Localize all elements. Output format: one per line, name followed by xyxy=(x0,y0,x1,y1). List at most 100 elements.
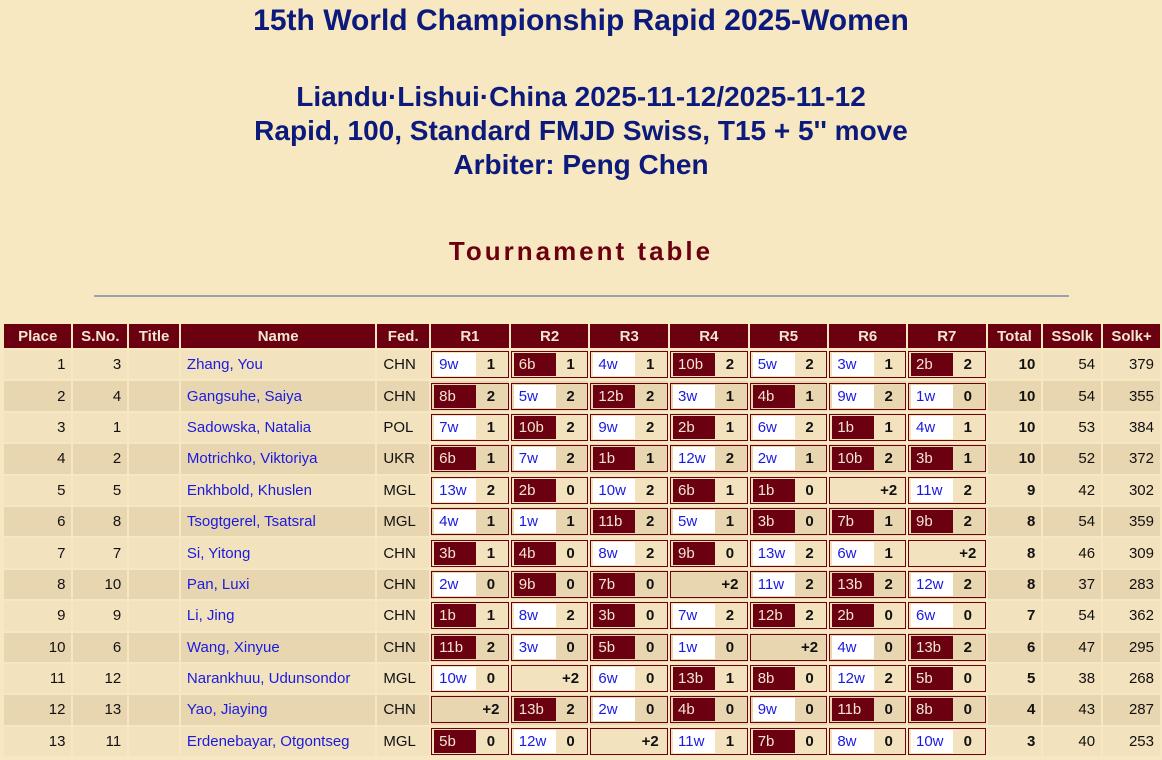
table-row: 2 4 Gangsuhe, Saiya CHN 8b 2 5w 2 12b 2 3w 1 4b 1 9w 2 1… xyxy=(4,381,1160,411)
opponent-color: 10w xyxy=(593,478,636,502)
player-link[interactable]: Si, Yitong xyxy=(186,544,251,562)
round-cell: 3b 0 xyxy=(590,601,669,631)
round-result: 6b 1 xyxy=(510,351,589,379)
opponent-color: 9w xyxy=(434,353,477,377)
opponent-color: 2w xyxy=(434,572,477,596)
divider xyxy=(94,295,1069,297)
player-link[interactable]: Gangsuhe, Saiya xyxy=(186,387,302,405)
name-cell: Si, Yitong xyxy=(180,538,376,568)
round-points: 1 xyxy=(805,450,814,468)
round-cell: 7w 1 xyxy=(431,412,509,443)
start-number-cell: 4 xyxy=(73,381,128,411)
round-result: 7b 1 xyxy=(829,508,906,536)
round-cell: 1w 0 xyxy=(670,632,748,662)
round-result: 6w 0 xyxy=(590,665,669,693)
round-result: 11w 1 xyxy=(670,727,748,755)
player-link[interactable]: Li, Jing xyxy=(186,607,235,625)
round-cell: 3w 0 xyxy=(510,632,589,662)
round-cell: 4w 1 xyxy=(908,412,986,443)
name-cell: Tsogtgerel, Tsatsral xyxy=(180,506,376,537)
opponent-color: 9w xyxy=(832,384,875,408)
round-points: 0 xyxy=(646,670,655,688)
federation-cell: MGL xyxy=(377,726,430,757)
opponent-color: 9b xyxy=(911,510,953,534)
round-cell: 9b 2 xyxy=(908,506,986,537)
round-result: 4b 0 xyxy=(510,539,589,567)
round-result: 2w 1 xyxy=(749,445,828,473)
start-number-cell: 3 xyxy=(73,350,128,380)
round-cell: 5w 2 xyxy=(749,350,828,380)
title-cell xyxy=(129,444,179,474)
place-cell: 6 xyxy=(4,506,72,537)
opponent-color xyxy=(673,573,715,596)
round-points: +2 xyxy=(800,638,819,656)
player-link[interactable]: Zhang, You xyxy=(186,356,263,374)
start-number-cell: 1 xyxy=(73,412,128,443)
round-result: 5w 1 xyxy=(670,508,748,536)
place-cell: 3 xyxy=(4,412,72,443)
round-result: 4b 1 xyxy=(749,382,828,410)
round-cell: 13b 2 xyxy=(829,569,906,600)
round-cell: 1b 1 xyxy=(829,412,906,443)
total-cell: 9 xyxy=(987,475,1042,505)
title-cell xyxy=(129,569,179,600)
opponent-color: 7w xyxy=(434,415,477,439)
player-link[interactable]: Wang, Xinyue xyxy=(186,638,280,656)
opponent-color: 6b xyxy=(513,353,556,377)
round-cell: 4b 0 xyxy=(510,538,589,568)
opponent-color: 4w xyxy=(832,635,875,659)
opponent-color: 12b xyxy=(593,384,636,408)
round-result: 2w 0 xyxy=(431,570,509,598)
opponent-color: 3b xyxy=(593,604,636,628)
player-link[interactable]: Enkhbold, Khuslen xyxy=(186,481,312,499)
player-link[interactable]: Narankhuu, Udunsondor xyxy=(186,670,351,688)
opponent-color: 6w xyxy=(832,541,875,565)
round-result: 6w 2 xyxy=(749,413,828,441)
ssolk-cell: 54 xyxy=(1043,350,1102,380)
round-result: +2 xyxy=(670,570,748,598)
opponent-color: 4b xyxy=(673,698,716,722)
opponent-color: 8b xyxy=(434,384,477,408)
round-cell: 3w 1 xyxy=(670,381,748,411)
round-cell: 6b 1 xyxy=(431,444,509,474)
round-cell: 3b 0 xyxy=(749,506,828,537)
column-header: Solk+ xyxy=(1103,324,1160,348)
round-cell: 10b 2 xyxy=(670,350,748,380)
name-cell: Sadowska, Natalia xyxy=(180,412,376,443)
opponent-color: 13b xyxy=(832,572,875,596)
round-cell: 4b 1 xyxy=(749,381,828,411)
player-link[interactable]: Motrichko, Viktoriya xyxy=(186,450,318,468)
round-cell: 10b 2 xyxy=(829,444,906,474)
player-link[interactable]: Yao, Jiaying xyxy=(186,701,268,719)
round-result: 5b 0 xyxy=(908,665,986,693)
round-result: 4w 1 xyxy=(431,508,509,536)
round-cell: 7b 0 xyxy=(590,569,669,600)
round-result: 10w 0 xyxy=(431,665,509,693)
ssolk-cell: 43 xyxy=(1043,695,1102,725)
player-link[interactable]: Tsogtgerel, Tsatsral xyxy=(186,513,316,531)
round-points: 0 xyxy=(805,701,814,719)
round-result: +2 xyxy=(749,633,828,661)
round-result: 8b 2 xyxy=(431,382,509,410)
round-points: 2 xyxy=(646,387,655,405)
opponent-color: 12w xyxy=(911,572,953,596)
tournament-format: Rapid, 100, Standard FMJD Swiss, T15 + 5… xyxy=(254,115,908,146)
round-result: 6b 1 xyxy=(670,476,748,504)
table-row: 1 3 Zhang, You CHN 9w 1 6b 1 4w 1 10b 2 5w 2 3w 1 2b 2 10 5… xyxy=(4,350,1160,380)
round-points: 0 xyxy=(646,575,655,593)
round-points: 0 xyxy=(725,638,735,656)
round-points: 0 xyxy=(486,670,496,688)
round-cell: 10w 0 xyxy=(431,663,509,694)
player-link[interactable]: Sadowska, Natalia xyxy=(186,418,312,436)
round-result: 9w 0 xyxy=(749,696,828,724)
player-link[interactable]: Pan, Luxi xyxy=(186,575,250,593)
opponent-color: 3w xyxy=(673,384,716,408)
ssolk-cell: 38 xyxy=(1043,663,1102,694)
player-link[interactable]: Erdenebayar, Otgontseg xyxy=(186,732,350,750)
round-result: 13w 2 xyxy=(749,539,828,567)
round-cell: 1b 1 xyxy=(590,444,669,474)
round-points: 1 xyxy=(963,418,972,436)
round-result: 7b 0 xyxy=(749,727,828,755)
round-result: 9w 2 xyxy=(590,413,669,441)
round-result: 2b 0 xyxy=(510,476,589,504)
